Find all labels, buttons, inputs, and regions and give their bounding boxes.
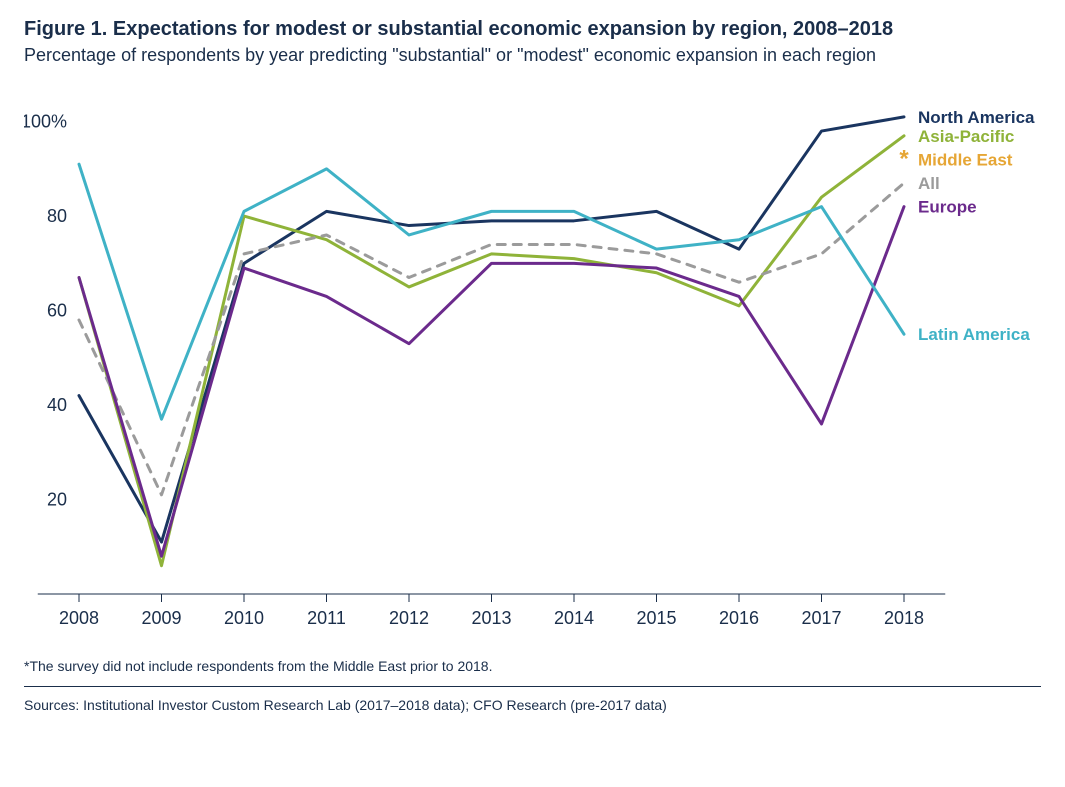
y-tick-label: 80	[47, 206, 67, 226]
series-label-latin_america: Latin America	[918, 325, 1030, 344]
divider-line	[24, 686, 1041, 687]
x-tick-label: 2013	[471, 608, 511, 628]
figure-sources: Sources: Institutional Investor Custom R…	[24, 697, 1041, 713]
chart-plot: 20 40 60 80 100% 2008 2009 2010 2011 2012 2013 2014…	[24, 74, 1041, 644]
y-tick-label: 60	[47, 301, 67, 321]
series-line-all	[79, 183, 904, 495]
x-tick-label: 2017	[801, 608, 841, 628]
series-marker-middle_east: *	[899, 145, 909, 172]
series-label-europe: Europe	[918, 198, 977, 217]
series-line-asia_pacific	[79, 136, 904, 566]
x-tick-label: 2012	[389, 608, 429, 628]
x-tick-label: 2018	[884, 608, 924, 628]
series-line-latin_america	[79, 164, 904, 419]
x-tick-label: 2009	[141, 608, 181, 628]
line-chart-svg: 20 40 60 80 100% 2008 2009 2010 2011 2012 2013 2014…	[24, 74, 1041, 644]
figure-footnote: *The survey did not include respondents …	[24, 658, 1041, 674]
x-tick-label: 2014	[554, 608, 594, 628]
figure-container: Figure 1. Expectations for modest or sub…	[0, 0, 1065, 787]
figure-subtitle: Percentage of respondents by year predic…	[24, 45, 1041, 66]
y-tick-label: 20	[47, 490, 67, 510]
x-tick-label: 2016	[719, 608, 759, 628]
x-tick-label: 2010	[224, 608, 264, 628]
series-label-all: All	[918, 174, 940, 193]
series-line-north_america	[79, 117, 904, 542]
series-label-north_america: North America	[918, 108, 1035, 127]
figure-title: Figure 1. Expectations for modest or sub…	[24, 18, 1041, 41]
x-tick-label: 2008	[59, 608, 99, 628]
y-tick-label: 100%	[24, 112, 67, 132]
series-label-asia_pacific: Asia-Pacific	[918, 127, 1014, 146]
x-tick-label: 2015	[636, 608, 676, 628]
x-tick-label: 2011	[307, 608, 346, 628]
y-tick-label: 40	[47, 395, 67, 415]
series-label-middle_east: Middle East	[918, 150, 1013, 169]
series-line-europe	[79, 207, 904, 557]
